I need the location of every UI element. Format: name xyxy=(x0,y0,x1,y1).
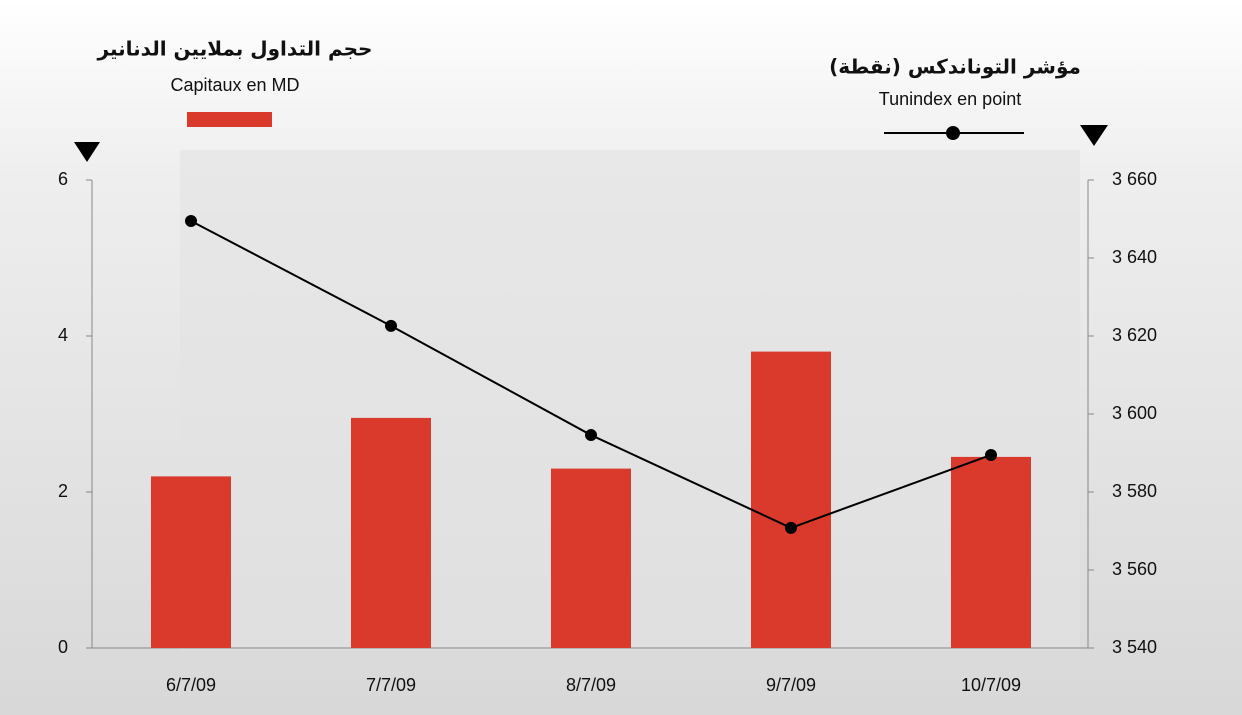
y2-tick-label: 3 600 xyxy=(1112,403,1157,423)
x-tick-label: 6/7/09 xyxy=(166,675,216,695)
bar xyxy=(551,468,631,648)
point xyxy=(185,214,197,227)
bar xyxy=(951,456,1031,648)
point xyxy=(785,521,797,534)
y2-tick-label: 3 660 xyxy=(1112,169,1157,189)
bar xyxy=(151,476,231,648)
legend-label: Capitaux en MD xyxy=(170,75,299,95)
x-tick-label: 7/7/09 xyxy=(366,675,416,695)
legend-label-ar: مؤشر التوناندكس (نقطة) xyxy=(829,55,1081,79)
y2-tick-label: 3 560 xyxy=(1112,559,1157,579)
y-tick-label: 6 xyxy=(58,169,68,189)
point xyxy=(385,319,397,332)
bar xyxy=(751,351,831,648)
point xyxy=(985,448,997,461)
x-tick-label: 9/7/09 xyxy=(766,675,816,695)
x-tick-label: 8/7/09 xyxy=(566,675,616,695)
y2-tick-label: 3 540 xyxy=(1112,637,1157,657)
y2-tick-label: 3 640 xyxy=(1112,247,1157,267)
legend-label-ar: حجم التداول بملايين الدنانير xyxy=(97,37,373,61)
point xyxy=(585,429,597,442)
y-tick-label: 4 xyxy=(58,325,68,345)
x-tick-label: 10/7/09 xyxy=(961,675,1021,695)
bar xyxy=(351,417,431,648)
legend-label: Tunindex en point xyxy=(879,89,1021,109)
y2-tick-label: 3 580 xyxy=(1112,481,1157,501)
y-tick-label: 0 xyxy=(58,637,68,657)
legend-swatch xyxy=(946,126,960,140)
right-axis-marker xyxy=(1080,125,1108,146)
y2-tick-label: 3 620 xyxy=(1112,325,1157,345)
left-axis-marker xyxy=(74,142,100,162)
y-tick-label: 2 xyxy=(58,481,68,501)
legend-swatch xyxy=(187,112,272,127)
